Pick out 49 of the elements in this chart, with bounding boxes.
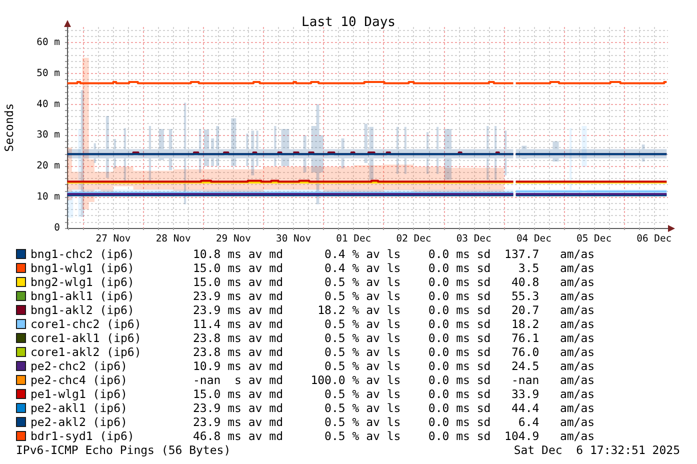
text: 10.9 ms av md 0.5 % av ls 0.0 ms sd 24.5 am/as xyxy=(193,359,595,373)
text: 15.0 ms av md 0.4 % av ls 0.0 ms sd 3.5 am/as xyxy=(193,261,595,275)
legend-label: pe2-akl2 (ip6) xyxy=(30,415,128,429)
legend-label: bng1-akl2 (ip6) xyxy=(30,303,134,317)
x-tick-label: 30 Nov xyxy=(276,234,312,244)
text: 46.8 ms av md 0.5 % av ls 0.0 ms sd 104.9 am/as xyxy=(193,429,595,443)
x-tick-label: 06 Dec xyxy=(636,234,672,244)
chart-title: Last 10 Days xyxy=(302,15,396,30)
x-tick-label: 05 Dec xyxy=(576,234,612,244)
y-tick-label: 40 m xyxy=(36,98,60,110)
text: IPv6-ICMP Echo Pings (56 Bytes) xyxy=(16,443,231,457)
y-axis-title: Seconds xyxy=(2,103,16,152)
legend-label: bng1-wlg1 (ip6) xyxy=(30,261,134,275)
text: 11.4 ms av md 0.5 % av ls 0.0 ms sd 18.2 am/as xyxy=(193,317,595,331)
text: 23.9 ms av md 0.5 % av ls 0.0 ms sd 55.3 am/as xyxy=(193,289,595,303)
legend-label: bdr1-syd1 (ip6) xyxy=(30,429,134,443)
legend-label: pe2-chc2 (ip6) xyxy=(30,359,128,373)
x-tick-label: 01 Dec xyxy=(336,234,372,244)
x-tick-label: 04 Dec xyxy=(516,234,552,244)
legend-label: bng1-akl1 (ip6) xyxy=(30,289,134,303)
x-tick-label: 28 Nov xyxy=(156,234,192,244)
legend-label: pe1-wlg1 (ip6) xyxy=(30,387,128,401)
text: 23.9 ms av md 0.5 % av ls 0.0 ms sd 6.4 am/as xyxy=(193,415,595,429)
y-tick-label: 10 m xyxy=(36,192,60,203)
legend-label: core1-akl2 (ip6) xyxy=(30,345,142,359)
text: 15.0 ms av md 0.5 % av ls 0.0 ms sd 33.9 am/as xyxy=(193,387,595,401)
y-tick-label: 60 m xyxy=(36,36,60,48)
legend-label: pe2-akl1 (ip6) xyxy=(30,401,128,415)
legend-label: core1-chc2 (ip6) xyxy=(30,317,142,331)
legend-label: bng1-chc2 (ip6) xyxy=(30,247,134,261)
x-tick-label: 27 Nov xyxy=(96,234,131,244)
text: 23.9 ms av md 0.5 % av ls 0.0 ms sd 44.4 am/as xyxy=(193,401,595,415)
legend-label: pe2-chc4 (ip6) xyxy=(30,373,128,387)
legend-label: bng2-wlg1 (ip6) xyxy=(30,275,134,289)
x-tick-label: 02 Dec xyxy=(396,234,432,244)
x-tick-label: 29 Nov xyxy=(216,234,252,244)
y-tick-label: 0 xyxy=(54,222,60,234)
y-tick-label: 20 m xyxy=(36,160,60,172)
text: 23.8 ms av md 0.5 % av ls 0.0 ms sd 76.1 am/as xyxy=(193,331,595,345)
y-tick-label: 50 m xyxy=(36,68,60,79)
text: 15.0 ms av md 0.5 % av ls 0.0 ms sd 40.8 am/as xyxy=(193,275,595,289)
text: Sat Dec 6 17:32:51 2025 xyxy=(514,443,680,457)
legend-label: core1-akl1 (ip6) xyxy=(30,331,142,345)
text: 23.9 ms av md 18.2 % av ls 0.0 ms sd 20.7 am/as xyxy=(193,303,595,317)
text: 23.8 ms av md 0.5 % av ls 0.0 ms sd 76.0 am/as xyxy=(193,345,595,359)
text: 10.8 ms av md 0.4 % av ls 0.0 ms sd 137.7 am/as xyxy=(193,247,595,261)
y-tick-label: 30 m xyxy=(36,130,60,141)
x-tick-label: 03 Dec xyxy=(456,234,492,244)
text: -nan s av md 100.0 % av ls 0.0 ms sd -nan am/as xyxy=(193,373,595,387)
